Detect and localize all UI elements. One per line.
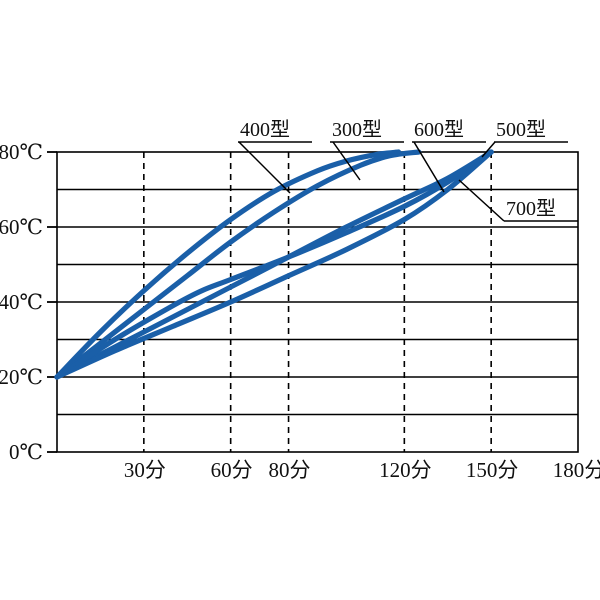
callout-leader-400型 [238,141,291,194]
callout-leader-500型 [481,141,496,158]
y-axis-label-40: 40℃ [0,290,43,314]
y-axis-label-80: 80℃ [0,140,43,164]
series-label-600型: 600型 [414,118,464,141]
series-callout-group: 400型 300型 600型 500型 700型 [238,118,578,222]
x-axis-label-180: 180分 [553,458,600,482]
y-axis-tick-marks [47,151,57,453]
x-axis-label-120: 120分 [379,458,432,482]
series-label-700型: 700型 [506,197,556,220]
series-line-500型 [54,149,494,380]
y-axis-label-20: 20℃ [0,365,43,389]
x-axis-label-80: 80分 [269,458,311,482]
x-axis-label-60: 60分 [211,458,253,482]
x-axis-label-150: 150分 [466,458,519,482]
x-axis-labels: 30分 60分 80分 120分 150分 180分 [124,458,600,482]
series-line-400型 [54,149,402,380]
series-label-300型: 300型 [332,118,382,141]
callout-leader-300型 [332,141,361,181]
y-axis-labels: 0℃ 20℃ 40℃ 60℃ 80℃ [0,140,43,464]
callout-leader-600型 [413,141,445,193]
x-axis-label-30: 30分 [124,458,166,482]
data-series-group [54,149,494,380]
callout-leader-700型 [458,179,505,222]
series-label-400型: 400型 [240,118,290,141]
series-line-300型 [54,149,422,380]
series-line-700型 [54,149,494,380]
y-axis-label-0: 0℃ [9,440,43,464]
series-label-500型: 500型 [496,118,546,141]
y-axis-label-60: 60℃ [0,215,43,239]
